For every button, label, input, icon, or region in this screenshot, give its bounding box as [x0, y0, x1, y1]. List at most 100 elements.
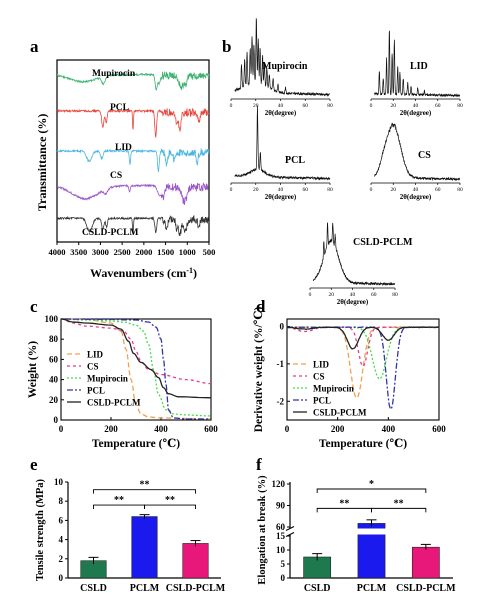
series-line-mupirocin: [61, 318, 212, 417]
series-line-pcl: [286, 326, 440, 410]
panel-a-tick-label: 3500: [70, 247, 87, 257]
y-tick-label: 0: [54, 415, 59, 425]
y-tick-label: 90: [276, 501, 286, 511]
xrd-tick-label: 20: [253, 187, 259, 193]
xrd-tick-label: 0: [230, 187, 233, 193]
ftir-curve-cs: [56, 182, 210, 205]
panel-letter-b: b: [222, 37, 231, 56]
xrd-tick-label: 40: [413, 103, 419, 109]
series-line-csld-pclm: [60, 318, 212, 399]
legend-label: Mupirocin: [87, 374, 128, 384]
axis-break-mark: [285, 526, 295, 531]
bar-pclm: [131, 516, 158, 579]
series-line-cs: [286, 326, 440, 368]
y-tick-label: 120: [272, 479, 286, 489]
y-tick-label: 80: [49, 334, 59, 344]
panel-a-x-ticks: 4000 3500 3000 2500 2000 1500 1000 500: [49, 242, 215, 257]
x-tick-label: 200: [104, 424, 118, 434]
xrd-tick-label: 0: [230, 103, 233, 109]
axis-break-band: [286, 528, 453, 535]
y-tick-label: 4: [59, 535, 64, 545]
xrd-tick-label: 80: [327, 187, 333, 193]
panel-c-xlabel: Temperature (℃): [92, 438, 180, 450]
significance-bracket: [93, 489, 196, 494]
xrd-tick-label: 60: [371, 292, 377, 298]
ftir-label-cs: CS: [110, 171, 122, 181]
x-tick-label: 600: [204, 424, 218, 434]
panel-letter-a: a: [30, 37, 39, 56]
y-tick-label: 20: [49, 395, 59, 405]
significance-label: **: [339, 498, 349, 509]
category-label: CSLD: [80, 583, 107, 594]
xrd-tick-label: 80: [457, 103, 463, 109]
x-tick-label: 200: [331, 424, 345, 434]
y-tick-label: 60: [276, 522, 286, 532]
significance-bracket: [371, 507, 427, 513]
category-label: PCLM: [130, 583, 160, 594]
panel-e-ylabel: Tensile strength (MPa): [35, 478, 46, 581]
y-tick-label: 0: [281, 573, 286, 583]
significance-label: **: [394, 498, 404, 509]
xrd-subplot-pcl: 0 20 40 60 80 2θ(degree) PCL: [230, 105, 333, 201]
series-line-pcl: [61, 318, 211, 420]
y-tick-label: 60: [49, 354, 59, 364]
xrd-xlabel: 2θ(degree): [265, 193, 297, 201]
xrd-label: LID: [410, 61, 428, 72]
ftir-label-mupirocin: Mupirocin: [92, 69, 136, 79]
xrd-label: Mupirocin: [262, 61, 308, 72]
xrd-subplot-cs: 0 20 40 60 80 2θ(degree) CS: [370, 122, 463, 201]
panel-letter-f: f: [256, 455, 262, 474]
xrd-tick-label: 20: [253, 103, 259, 109]
y-tick-label: 0: [59, 573, 64, 583]
x-tick-label: 400: [382, 424, 396, 434]
panel-a-ylabel: Transmittance (%): [35, 114, 49, 211]
xrd-tick-label: 80: [457, 187, 463, 193]
y-tick-label: 100: [45, 314, 59, 324]
xrd-subplot-csld-pclm: 0 20 40 60 80 2θ(degree) CSLD-PCLM: [309, 222, 413, 306]
x-tick-label: 600: [432, 424, 446, 434]
ftir-label-lid: LID: [115, 143, 132, 153]
x-tick-label: 0: [285, 424, 290, 434]
y-tick-label: 10: [276, 545, 286, 555]
ftir-label-csld-pclm: CSLD-PCLM: [82, 228, 139, 238]
xrd-tick-label: 40: [278, 187, 284, 193]
ftir-curve-mupirocin: [56, 71, 210, 91]
y-tick-label: 40: [49, 375, 59, 385]
legend-label: Mupirocin: [313, 384, 354, 394]
panel-letter-c: c: [30, 297, 38, 316]
y-tick-label: 6: [59, 515, 64, 525]
significance-label: **: [140, 480, 150, 491]
xrd-tick-label: 20: [391, 103, 397, 109]
xrd-label: CS: [418, 150, 431, 161]
xrd-curve: [373, 30, 461, 98]
ftir-label-pcl: PCL: [110, 103, 129, 113]
bar-csld-pclm: [182, 543, 209, 579]
panel-c: 0 200 400 600 0 20 40 60 80 100 Temperature (℃) Wei…: [27, 314, 218, 450]
xrd-tick-label: 20: [391, 187, 397, 193]
xrd-tick-label: 0: [370, 103, 373, 109]
axis-break-mark: [285, 532, 295, 537]
xrd-label: PCL: [285, 155, 305, 166]
panel-a-tick-label: 1500: [157, 247, 174, 257]
panel-a-tick-label: 4000: [49, 247, 66, 257]
xrd-tick-label: 0: [309, 292, 312, 298]
significance-bracket: [144, 504, 196, 510]
xrd-tick-label: 20: [329, 292, 335, 298]
legend-label: CSLD-PCLM: [87, 398, 141, 408]
y-tick-label: 10: [54, 477, 64, 487]
xrd-tick-label: 60: [303, 103, 309, 109]
legend-label: PCL: [87, 386, 105, 396]
panel-b: 0 20 40 60 80 2θ(degree) Mupirocin 0 20 40 60 80 2θ(…: [230, 18, 463, 306]
significance-bracket: [316, 488, 427, 493]
xrd-subplot-mupirocin: 0 20 40 60 80 2θ(degree) Mupirocin: [230, 18, 333, 117]
xrd-curve: [234, 18, 330, 97]
xrd-xlabel: 2θ(degree): [400, 193, 432, 201]
xrd-tick-label: 40: [278, 103, 284, 109]
y-tick-label: 2: [59, 554, 64, 564]
panel-letter-d: d: [256, 297, 266, 316]
panel-letter-e: e: [30, 455, 38, 474]
category-label: PCLM: [357, 583, 387, 594]
series-line-lid: [286, 326, 440, 399]
y-tick-label: 5: [281, 559, 286, 569]
